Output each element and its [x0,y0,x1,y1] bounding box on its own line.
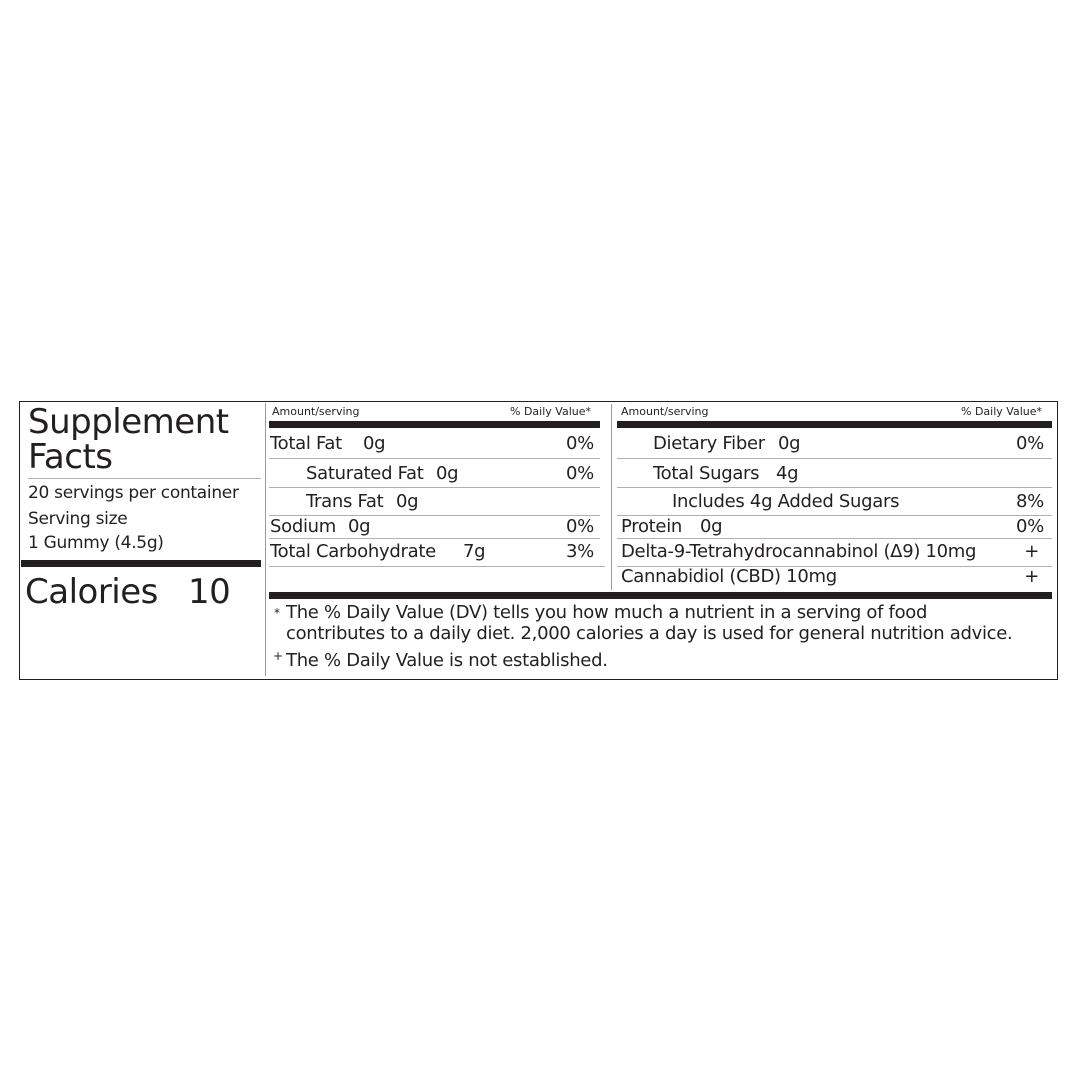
row-divider [269,487,600,488]
nutrient-daily-value: 8% [1016,491,1044,512]
title-line-1: Supplement [28,402,229,442]
calories-value: 10 [188,572,231,612]
serving-size-label: Serving size [28,509,128,529]
row-divider [269,458,600,459]
servings-per-container: 20 servings per container [28,483,239,503]
nutrient-name: Dietary Fiber [653,433,765,454]
nutrient-amount: 0g [348,516,371,537]
column-divider [265,403,266,676]
column-divider [611,404,612,590]
nutrient-name: Delta-9-Tetrahydrocannabinol (Δ9) 10mg [621,541,977,562]
row-divider [617,458,1052,459]
nutrient-daily-value: 0% [1016,516,1044,537]
thick-divider [617,421,1052,428]
row-divider [269,515,600,516]
footnote-star-symbol: * [274,606,280,620]
nutrient-amount: 0g [436,463,459,484]
footnote-plus-symbol: + [273,649,284,663]
footnote-dv-line-1: The % Daily Value (DV) tells you how muc… [286,602,928,623]
nutrient-name: Includes 4g Added Sugars [672,491,900,512]
nutrient-daily-value: 0% [566,463,594,484]
nutrient-daily-value: + [1024,541,1039,562]
row-divider [269,538,600,539]
nutrient-amount: 0g [396,491,419,512]
nutrient-name: Total Fat [270,433,342,454]
nutrient-amount: 0g [778,433,801,454]
nutrient-name: Sodium [270,516,337,537]
row-divider [617,538,1052,539]
nutrient-daily-value: + [1024,566,1039,587]
nutrient-daily-value: 3% [566,541,594,562]
divider [28,478,261,479]
nutrient-name: Protein [621,516,682,537]
thick-divider [21,560,261,567]
calories-label: Calories [25,572,158,612]
nutrient-amount: 0g [363,433,386,454]
footnote-not-established: The % Daily Value is not established. [286,650,608,671]
nutrient-daily-value: 0% [566,433,594,454]
nutrient-amount: 7g [463,541,486,562]
nutrient-amount: 0g [700,516,723,537]
nutrient-name: Total Sugars [653,463,760,484]
serving-size-value: 1 Gummy (4.5g) [28,533,164,553]
nutrient-name: Total Carbohydrate [270,541,436,562]
nutrient-daily-value: 0% [566,516,594,537]
title-line-2: Facts [28,437,113,477]
footnote-dv-line-2: contributes to a daily diet. 2,000 calor… [286,623,1013,644]
supplement-facts-panel [19,401,1058,680]
thick-divider [269,592,1052,599]
nutrient-daily-value: 0% [1016,433,1044,454]
nutrient-name: Trans Fat [306,491,384,512]
row-divider [617,515,1052,516]
row-divider [617,487,1052,488]
row-divider [617,566,1052,567]
dv-header: % Daily Value* [961,405,1042,418]
nutrient-amount: 4g [776,463,799,484]
nutrient-name: Saturated Fat [306,463,424,484]
amount-header: Amount/serving [621,405,709,418]
row-divider [269,566,605,567]
nutrient-name: Cannabidiol (CBD) 10mg [621,566,837,587]
dv-header: % Daily Value* [510,405,591,418]
thick-divider [269,421,600,428]
amount-header: Amount/serving [272,405,360,418]
